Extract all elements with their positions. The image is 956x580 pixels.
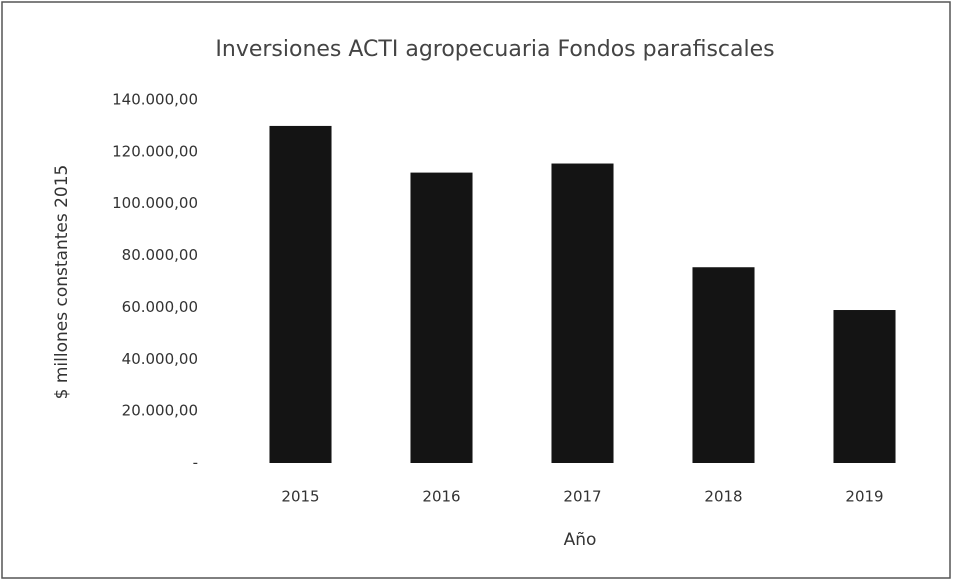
x-tick-label: 2018 — [704, 488, 742, 506]
y-axis-label: $ millones constantes 2015 — [52, 165, 72, 400]
x-tick-label: 2015 — [281, 488, 319, 506]
x-tick-label: 2019 — [845, 488, 883, 506]
x-tick-label: 2017 — [563, 488, 601, 506]
y-tick-label: 60.000,00 — [122, 298, 198, 316]
bar — [551, 163, 614, 463]
x-tick-label: 2016 — [422, 488, 460, 506]
y-tick-label: 140.000,00 — [112, 91, 198, 109]
y-tick-label: 40.000,00 — [122, 350, 198, 368]
y-tick-label: 100.000,00 — [112, 194, 198, 212]
y-tick-label: - — [193, 454, 198, 472]
x-axis-label: Año — [564, 530, 597, 550]
bar — [269, 125, 332, 463]
chart-title: Inversiones ACTI agropecuaria Fondos par… — [215, 37, 774, 62]
y-tick-label: 80.000,00 — [122, 246, 198, 264]
y-tick-label: 120.000,00 — [112, 142, 198, 160]
bar — [410, 172, 473, 463]
bar — [833, 310, 896, 463]
y-tick-label: 20.000,00 — [122, 402, 198, 420]
bar — [692, 267, 755, 463]
